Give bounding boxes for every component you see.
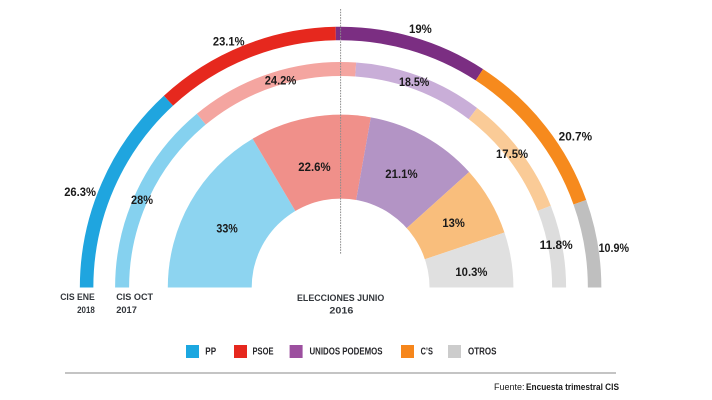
svg-text:24.2%: 24.2% [265,76,297,88]
svg-text:19%: 19% [409,24,432,36]
svg-text:2016: 2016 [329,306,353,317]
svg-text:PP: PP [205,347,216,358]
svg-text:2017: 2017 [116,305,137,316]
svg-text:CIS OCT: CIS OCT [116,292,153,303]
svg-text:CIS ENE: CIS ENE [60,292,95,303]
svg-text:OTROS: OTROS [468,347,497,358]
svg-text:C’S: C’S [421,347,434,358]
svg-text:Encuesta trimestral CIS: Encuesta trimestral CIS [526,382,619,392]
svg-text:20.7%: 20.7% [559,132,592,144]
svg-text:11.8%: 11.8% [540,240,573,252]
svg-text:13%: 13% [442,218,464,230]
svg-text:33%: 33% [216,224,237,236]
svg-text:Fuente:: Fuente: [494,382,525,392]
svg-text:17.5%: 17.5% [496,149,528,161]
svg-text:10.9%: 10.9% [599,243,629,255]
svg-text:26.3%: 26.3% [64,187,96,199]
svg-text:2018: 2018 [77,305,95,316]
svg-text:UNIDOS PODEMOS: UNIDOS PODEMOS [310,347,383,358]
svg-text:10.3%: 10.3% [455,267,487,279]
svg-text:23.1%: 23.1% [213,36,245,48]
svg-text:22.6%: 22.6% [298,162,330,174]
svg-text:28%: 28% [131,195,153,207]
svg-text:18.5%: 18.5% [399,77,429,89]
svg-text:21.1%: 21.1% [385,169,417,181]
svg-text:PSOE: PSOE [253,347,274,358]
svg-text:ELECCIONES JUNIO: ELECCIONES JUNIO [297,293,384,304]
